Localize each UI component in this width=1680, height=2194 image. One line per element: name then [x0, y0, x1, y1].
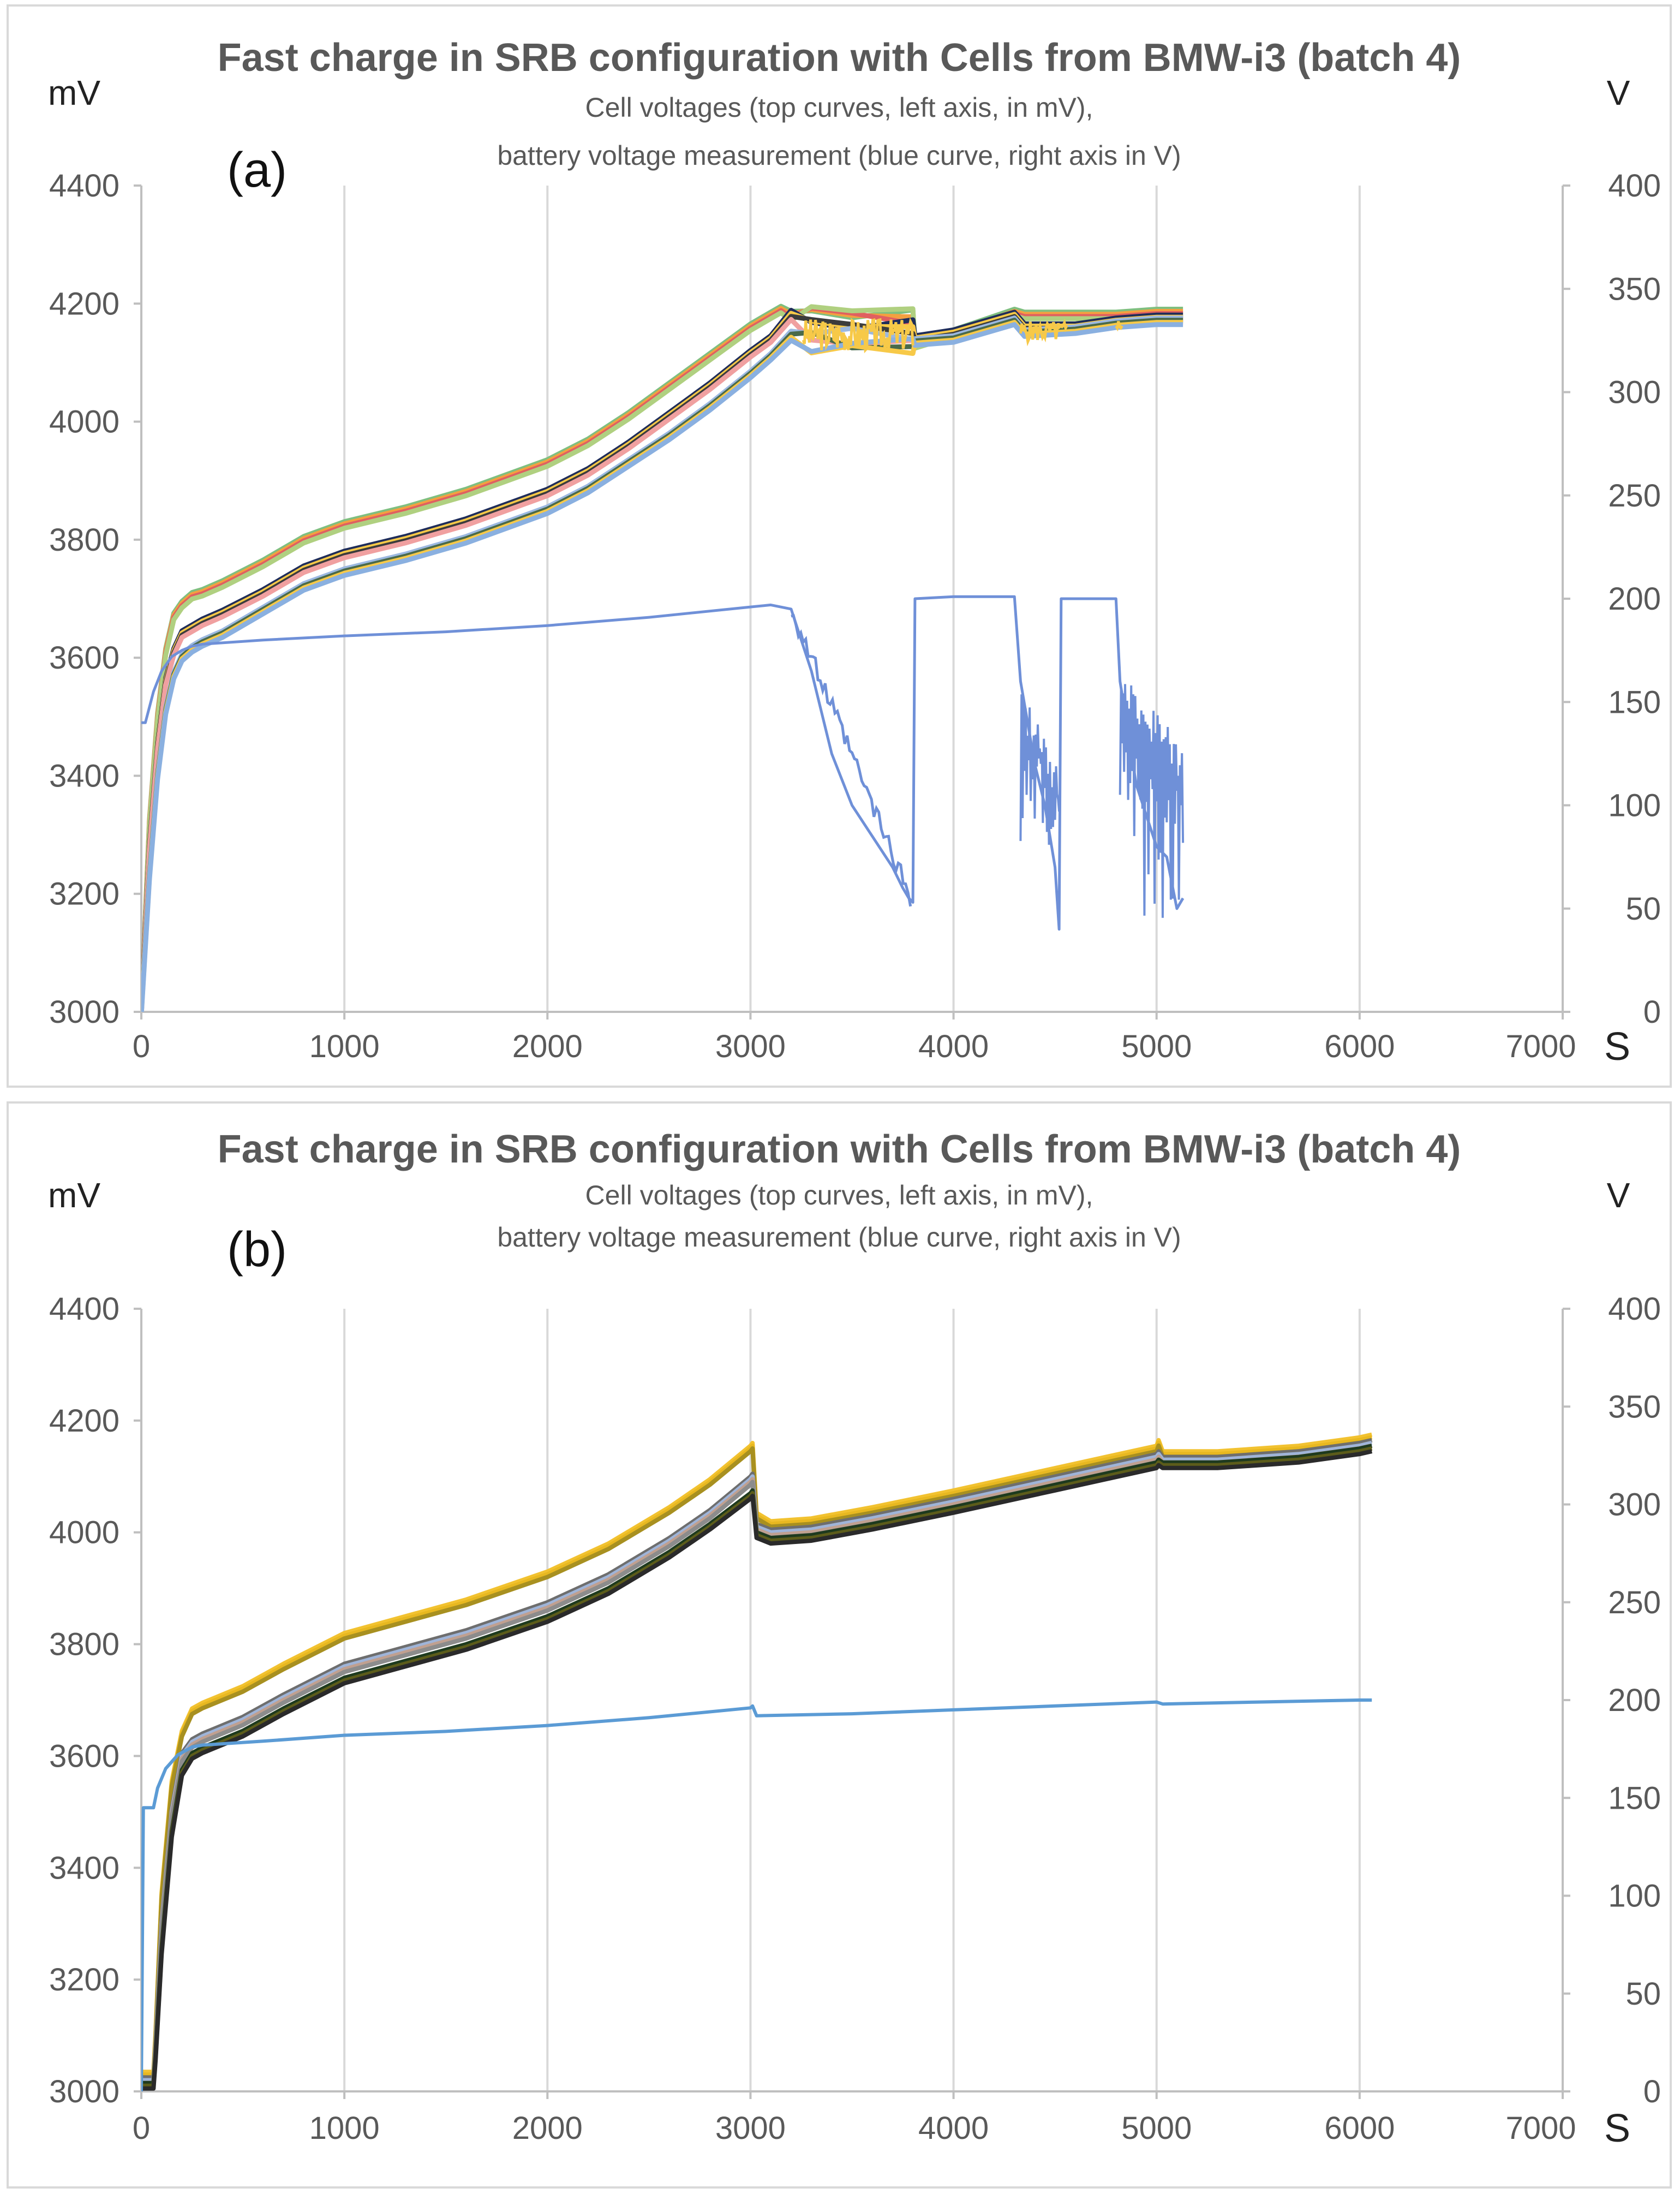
right-y-tick-label: 150 [1608, 1780, 1661, 1816]
chart-title: Fast charge in SRB configuration with Ce… [218, 1128, 1461, 1171]
chart-title: Fast charge in SRB configuration with Ce… [218, 36, 1461, 80]
right-y-tick-label: 400 [1608, 168, 1661, 204]
cell-voltage-line [141, 305, 1183, 1012]
panel-label: (b) [227, 1223, 287, 1277]
panel-label: (a) [227, 143, 287, 198]
chart-subtitle-line-2: battery voltage measurement (blue curve,… [497, 1222, 1181, 1253]
cell-voltage-oscillation [1019, 319, 1068, 347]
right-y-tick-label: 100 [1608, 788, 1661, 824]
left-y-tick-label: 4000 [49, 1515, 119, 1551]
x-tick-label: 3000 [715, 2110, 786, 2146]
right-y-tick-label: 100 [1608, 1879, 1661, 1914]
left-y-tick-label: 3600 [49, 640, 119, 676]
cell-voltage-line [141, 322, 1183, 1012]
cell-voltage-line [141, 306, 1183, 1011]
x-tick-label: 6000 [1324, 2110, 1395, 2146]
left-axis-unit: mV [48, 1176, 100, 1215]
chart-subtitle-line-2: battery voltage measurement (blue curve,… [497, 140, 1181, 171]
x-tick-label: 7000 [1505, 1029, 1576, 1064]
battery-voltage-oscillation [1019, 694, 1061, 845]
chart-panel-b: Fast charge in SRB configuration with Ce… [7, 1101, 1672, 2189]
right-y-tick-label: 50 [1625, 1976, 1661, 2012]
cell-voltage-line [141, 1444, 1373, 2085]
left-axis-unit: mV [48, 73, 100, 112]
battery-voltage-line [141, 1698, 1372, 2091]
x-tick-label: 5000 [1121, 1029, 1192, 1064]
right-y-tick-label: 150 [1608, 684, 1661, 720]
right-y-tick-label: 0 [1643, 994, 1661, 1030]
left-y-tick-label: 3800 [49, 1627, 119, 1662]
right-y-tick-label: 350 [1608, 1389, 1661, 1424]
left-y-tick-label: 3400 [49, 1850, 119, 1886]
plot-area [141, 303, 1185, 1012]
left-y-tick-label: 3200 [49, 1962, 119, 1998]
right-y-tick-label: 300 [1608, 375, 1661, 410]
cell-voltage-line [141, 311, 1183, 1011]
cell-voltage-line [141, 1446, 1373, 2088]
cell-voltage-line [141, 1446, 1373, 2088]
cell-voltage-line [141, 1443, 1373, 2085]
plot-area [141, 1432, 1373, 2091]
left-y-tick-label: 4000 [49, 404, 119, 440]
x-tick-label: 4000 [918, 2110, 989, 2146]
left-y-tick-label: 3200 [49, 877, 119, 912]
cell-voltage-line [141, 1449, 1373, 2091]
cell-voltage-line [141, 303, 1183, 1009]
chart-b-svg: Fast charge in SRB configuration with Ce… [48, 1128, 1661, 2150]
left-y-tick-label: 3600 [49, 1738, 119, 1774]
right-y-tick-label: 50 [1625, 891, 1661, 927]
chart-a-svg: Fast charge in SRB configuration with Ce… [48, 36, 1661, 1069]
right-y-tick-label: 350 [1608, 271, 1661, 307]
x-tick-label: 2000 [512, 2110, 583, 2146]
cell-voltage-oscillation [802, 317, 914, 354]
left-y-tick-label: 4200 [49, 1403, 119, 1439]
x-tick-label: 0 [133, 2110, 150, 2146]
battery-voltage-line [141, 595, 1185, 931]
x-axis-unit: S [1604, 1025, 1630, 1069]
cell-voltage-oscillation [1115, 321, 1123, 332]
left-y-tick-label: 4400 [49, 168, 119, 204]
right-y-tick-label: 0 [1643, 2074, 1661, 2109]
cell-voltage-line [141, 304, 1183, 1012]
battery-voltage-oscillation [1119, 684, 1185, 918]
cell-voltage-line [141, 1438, 1373, 2080]
left-y-tick-label: 3000 [49, 994, 119, 1030]
x-tick-label: 5000 [1121, 2110, 1192, 2146]
right-axis-unit: V [1607, 1176, 1630, 1215]
x-tick-label: 0 [133, 1029, 150, 1064]
x-tick-label: 1000 [309, 1029, 380, 1064]
right-y-tick-label: 300 [1608, 1487, 1661, 1523]
chart-panel-a: Fast charge in SRB configuration with Ce… [7, 4, 1672, 1088]
cell-voltage-line [141, 316, 1183, 1012]
cell-voltage-line [141, 314, 1183, 1012]
chart-subtitle-line-1: Cell voltages (top curves, left axis, in… [585, 92, 1093, 123]
left-y-tick-label: 4400 [49, 1291, 119, 1327]
cell-voltage-line [141, 308, 1183, 1009]
x-tick-label: 3000 [715, 1029, 786, 1064]
chart-subtitle-line-1: Cell voltages (top curves, left axis, in… [585, 1180, 1093, 1211]
right-y-tick-label: 200 [1608, 581, 1661, 617]
x-tick-label: 6000 [1324, 1029, 1395, 1064]
left-y-tick-label: 4200 [49, 286, 119, 321]
left-y-tick-label: 3000 [49, 2074, 119, 2109]
left-y-tick-label: 3400 [49, 758, 119, 794]
x-tick-label: 1000 [309, 2110, 380, 2146]
left-y-tick-label: 3800 [49, 522, 119, 558]
x-axis-unit: S [1604, 2107, 1630, 2150]
right-y-tick-label: 200 [1608, 1683, 1661, 1718]
x-tick-label: 7000 [1505, 2110, 1576, 2146]
right-axis-unit: V [1607, 73, 1630, 112]
x-tick-label: 2000 [512, 1029, 583, 1064]
battery-voltage-descent [791, 614, 912, 907]
right-y-tick-label: 250 [1608, 1585, 1661, 1620]
x-tick-label: 4000 [918, 1029, 989, 1064]
right-y-tick-label: 400 [1608, 1291, 1661, 1327]
right-y-tick-label: 250 [1608, 478, 1661, 514]
